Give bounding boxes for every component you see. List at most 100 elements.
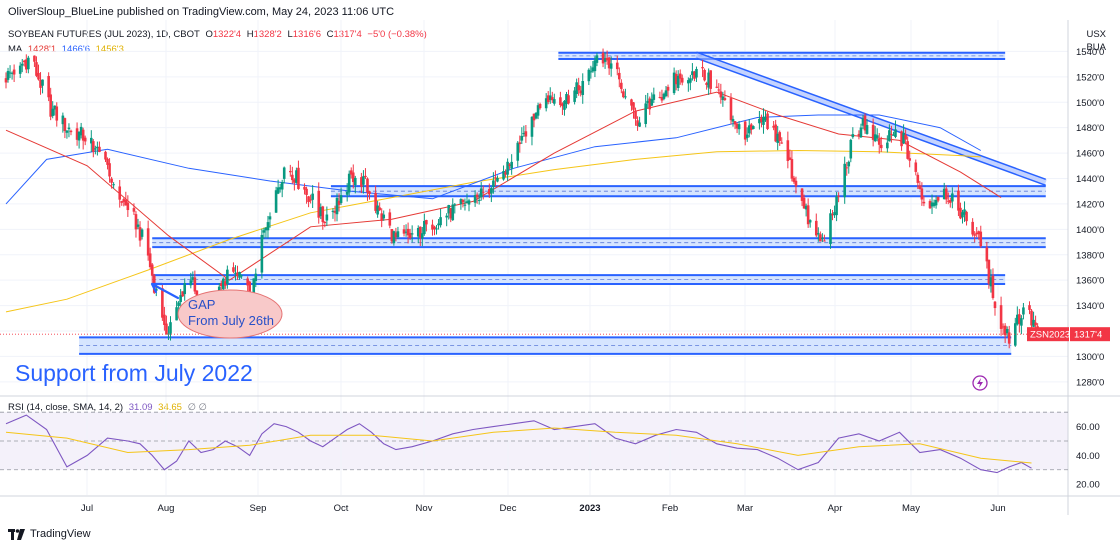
- candle-body: [573, 90, 576, 102]
- candle-body: [268, 216, 272, 220]
- candle-body: [849, 139, 853, 159]
- candle-body: [317, 190, 321, 218]
- candle-body: [544, 98, 548, 109]
- price-tick-label: 1520'0: [1076, 72, 1104, 83]
- symbol-title[interactable]: SOYBEAN FUTURES (JUL 2023), 1D, CBOT: [8, 29, 200, 40]
- candle-body: [177, 302, 180, 307]
- candle-body: [638, 122, 641, 127]
- candle-body: [652, 94, 656, 100]
- candle-body: [81, 129, 85, 141]
- candle-body: [676, 75, 680, 88]
- candle-body: [254, 273, 258, 281]
- gap-ellipse[interactable]: [177, 289, 283, 339]
- candle-body: [518, 142, 522, 145]
- flash-icon[interactable]: [972, 375, 988, 391]
- candle-body: [349, 170, 353, 175]
- rsi-legend: RSI (14, close, SMA, 14, 2) 31.09 34.65 …: [8, 402, 210, 413]
- candle-body: [800, 188, 804, 201]
- candle-body: [1013, 323, 1017, 346]
- trendline-upper[interactable]: [696, 51, 1047, 181]
- candle-body: [843, 163, 847, 198]
- candle-body: [646, 100, 650, 104]
- candle-body: [461, 199, 465, 203]
- candle-body: [687, 80, 690, 84]
- candle-body: [674, 73, 678, 85]
- candle-body: [902, 132, 905, 144]
- candle-body: [823, 240, 826, 242]
- gap-arrow-icon: [150, 282, 180, 300]
- candle-body: [266, 222, 270, 231]
- candle-body: [749, 124, 753, 130]
- candle-body: [721, 96, 725, 101]
- candle-body: [1020, 318, 1023, 326]
- candle-body: [193, 277, 197, 292]
- candle-body: [303, 186, 306, 190]
- support-annotation: Support from July 2022: [15, 360, 253, 386]
- price-tag-label: 1317'4: [1074, 330, 1102, 341]
- candle-body: [61, 115, 65, 125]
- ma-slow-line: [5, 114, 982, 205]
- candle-body: [451, 204, 455, 221]
- candle-body: [49, 94, 52, 117]
- candle-body: [788, 157, 792, 160]
- candle-body: [888, 130, 891, 142]
- candle-body: [1016, 314, 1019, 325]
- candle-body: [120, 201, 124, 203]
- price-tick-label: 1540'0: [1076, 47, 1104, 58]
- candle-body: [989, 277, 993, 287]
- tradingview-brand[interactable]: TradingView: [8, 528, 91, 540]
- candle-body: [664, 90, 668, 97]
- candle-body: [240, 275, 243, 277]
- candle-body: [581, 81, 585, 95]
- candle-body: [463, 204, 467, 206]
- candle-body: [238, 271, 241, 278]
- candle-body: [295, 170, 298, 183]
- candle-body: [1028, 305, 1031, 310]
- candle-body: [987, 259, 991, 284]
- exchange-label: BUA: [1086, 42, 1106, 53]
- candle-body: [360, 177, 363, 187]
- ticker-tag-bg[interactable]: [1027, 327, 1069, 342]
- candle-body: [4, 78, 8, 83]
- candle-body: [587, 69, 591, 82]
- candle-body: [1018, 314, 1021, 324]
- candle-body: [108, 163, 111, 177]
- price-tag-bg[interactable]: [1070, 327, 1110, 342]
- candle-body: [719, 91, 723, 98]
- ma-long-value: 1456'3: [95, 44, 124, 55]
- rsi-label[interactable]: RSI (14, close, SMA, 14, 2): [8, 402, 124, 413]
- candle-body: [624, 96, 627, 98]
- candle-body: [951, 193, 954, 202]
- trendline-lower[interactable]: [696, 57, 1047, 187]
- candle-body: [459, 199, 463, 204]
- candle-body: [504, 172, 507, 175]
- candle-body: [680, 77, 684, 83]
- candle-body: [735, 123, 739, 129]
- candle-body: [603, 58, 607, 62]
- candle-body: [548, 95, 552, 100]
- candle-body: [69, 130, 73, 133]
- candle-body: [965, 211, 968, 222]
- candle-body: [390, 228, 394, 242]
- candle-body: [508, 164, 511, 166]
- candle-body: [96, 146, 99, 149]
- candle-body: [662, 93, 666, 99]
- ma-label[interactable]: MA: [8, 44, 23, 55]
- candle-body: [92, 141, 95, 152]
- candle-body: [792, 177, 796, 182]
- candle-body: [347, 173, 351, 193]
- zone-fill: [152, 238, 1046, 248]
- candle-body: [922, 201, 926, 204]
- time-tick-label: Nov: [416, 503, 433, 514]
- price-tick-label: 1400'0: [1076, 225, 1104, 236]
- candle-body: [8, 72, 12, 74]
- candle-body: [335, 197, 339, 215]
- time-tick-label: Mar: [737, 503, 753, 514]
- candle-body: [949, 200, 952, 203]
- candle-body: [394, 232, 398, 238]
- candle-body: [323, 221, 327, 223]
- candle-body: [408, 232, 412, 239]
- candle-body: [802, 197, 806, 209]
- candle-body: [672, 72, 676, 94]
